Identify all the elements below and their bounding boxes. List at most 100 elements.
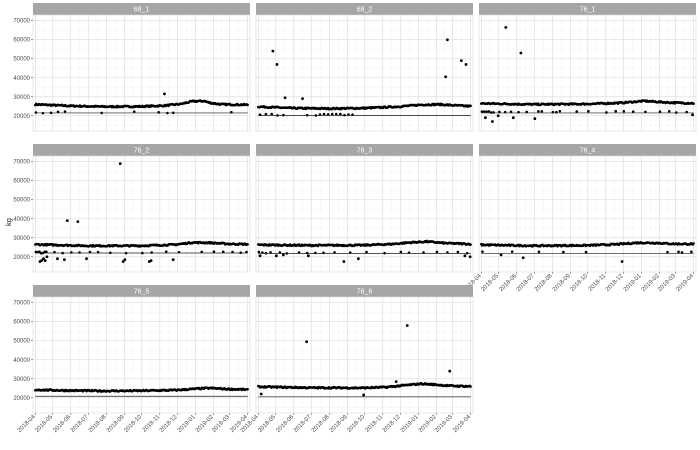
- data-points: [34, 92, 249, 115]
- facet-panel: 68_1 20000 30000 40000 50000 60000 70000: [13, 3, 251, 132]
- outlier-point: [504, 25, 508, 29]
- data-point: [330, 112, 334, 116]
- data-point: [677, 250, 680, 254]
- x-tick-label: 2019-04: [675, 273, 695, 293]
- data-point: [164, 250, 168, 253]
- x-tick-label: 2019-03: [657, 273, 677, 293]
- facet-strip-label: 68_1: [134, 7, 150, 14]
- outlier-point: [56, 257, 59, 261]
- data-point: [469, 104, 472, 108]
- x-tick-label: 2018-12: [159, 414, 179, 434]
- facet-strip-label: 76_4: [580, 148, 596, 155]
- data-point: [575, 110, 579, 113]
- x-tick-label: 2018-08: [88, 414, 108, 434]
- data-point: [246, 103, 249, 107]
- facet-strip: [33, 3, 250, 15]
- data-point: [631, 110, 635, 113]
- y-tick-label: 70000: [13, 19, 30, 25]
- x-tick-label: 2019-01: [400, 414, 420, 434]
- outlier-point: [121, 260, 125, 263]
- outlier-point: [259, 392, 263, 396]
- data-point: [666, 250, 669, 254]
- facet-strip: [479, 3, 696, 15]
- data-point: [45, 250, 48, 254]
- outlier-point: [118, 162, 122, 166]
- y-tick-label: 60000: [13, 38, 30, 44]
- data-point: [132, 110, 136, 113]
- outlier-point: [306, 254, 310, 258]
- data-point: [212, 250, 216, 254]
- x-tick-label: 2018-05: [480, 273, 500, 293]
- outlier-point: [342, 260, 346, 263]
- x-tick-label: 2018-12: [382, 414, 402, 434]
- outlier-point: [448, 369, 452, 373]
- x-tick-label: 2018-06: [275, 414, 295, 434]
- y-tick-label: 60000: [13, 320, 30, 326]
- outlier-point: [496, 114, 500, 118]
- data-point: [482, 110, 486, 113]
- x-tick-label: 2018-10: [569, 273, 589, 293]
- y-tick-label: 30000: [13, 236, 30, 242]
- data-point: [34, 111, 38, 114]
- y-tick-label: 20000: [13, 255, 30, 261]
- outlier-point: [499, 253, 503, 257]
- outlier-point: [620, 260, 624, 263]
- data-point: [469, 243, 472, 246]
- x-tick-label: 2018-09: [552, 273, 572, 293]
- y-tick-label: 40000: [13, 358, 30, 364]
- facet-strip: [256, 3, 473, 15]
- data-point: [481, 250, 484, 253]
- outlier-point: [483, 116, 487, 120]
- data-point: [264, 112, 268, 116]
- y-tick-label: 20000: [13, 396, 30, 402]
- outlier-point: [163, 92, 166, 96]
- facet-strip-label: 76_1: [580, 7, 596, 14]
- data-point: [692, 102, 695, 105]
- outlier-point: [521, 256, 525, 260]
- facet-panel: 76_42018-042018-052018-062018-072018-082…: [463, 144, 697, 293]
- data-point: [314, 251, 317, 255]
- data-point: [78, 251, 81, 254]
- outlier-point: [42, 257, 45, 261]
- data-point: [537, 110, 540, 113]
- outlier-point: [463, 254, 467, 258]
- data-point: [200, 250, 204, 254]
- y-tick-label: 30000: [13, 95, 30, 101]
- data-point: [584, 250, 588, 254]
- data-point: [246, 243, 249, 246]
- facet-panel: 76_62018-042018-052018-062018-072018-082…: [240, 285, 474, 434]
- x-tick-label: 2019-04: [452, 414, 472, 434]
- data-point: [658, 110, 662, 114]
- outlier-point: [171, 258, 175, 262]
- facet-panel: 76_3: [255, 144, 474, 273]
- facet-strip: [256, 144, 473, 156]
- x-tick-label: 2019-01: [177, 414, 197, 434]
- x-tick-label: 2018-06: [498, 273, 518, 293]
- outlier-point: [45, 255, 49, 259]
- outlier-point: [281, 253, 285, 257]
- data-point: [322, 251, 325, 255]
- x-tick-label: 2018-12: [605, 273, 625, 293]
- facet-strip-label: 76_5: [134, 289, 150, 296]
- data-point: [485, 110, 488, 113]
- x-tick-label: 2018-05: [257, 414, 277, 434]
- data-point: [667, 110, 671, 113]
- data-point: [257, 250, 261, 254]
- data-point: [469, 385, 472, 388]
- data-point: [674, 111, 678, 114]
- outlier-point: [464, 63, 468, 66]
- y-tick-label: 50000: [13, 57, 30, 63]
- y-tick-label: 30000: [13, 377, 30, 383]
- data-point: [150, 251, 153, 254]
- data-point: [305, 251, 309, 255]
- data-point: [456, 250, 460, 254]
- facet-panels: 68_1 20000 30000 40000 50000 60000 70000 68_2 76…: [13, 3, 697, 434]
- facet-strip-label: 76_3: [357, 148, 373, 155]
- outlier-point: [394, 380, 398, 384]
- data-point: [680, 251, 684, 254]
- outlier-point: [446, 38, 449, 42]
- facet-strip-label: 76_6: [357, 289, 373, 296]
- data-point: [540, 110, 544, 113]
- data-points: [480, 241, 695, 263]
